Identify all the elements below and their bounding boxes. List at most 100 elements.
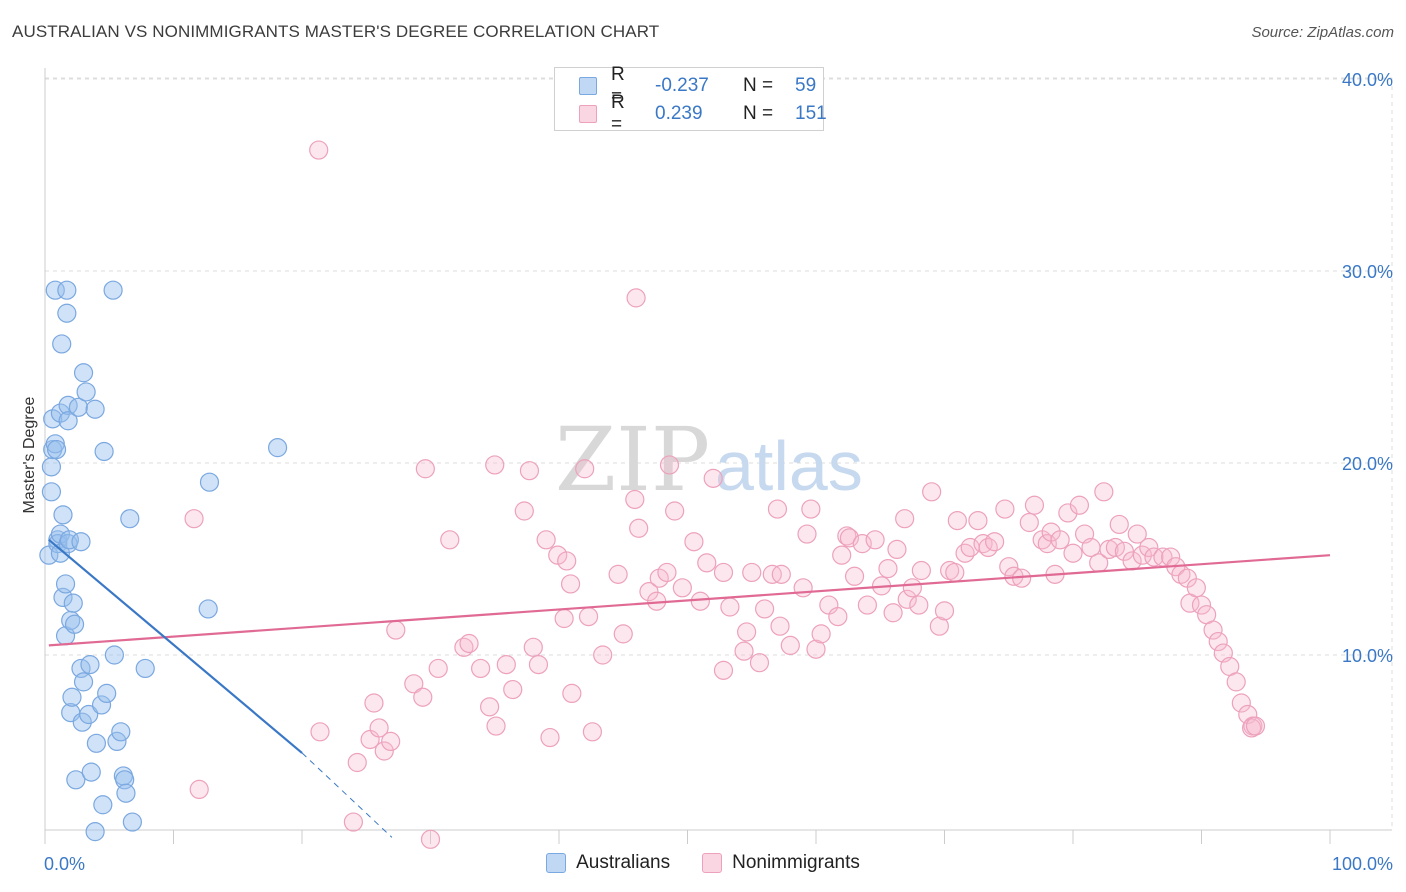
legend-swatch-nonimmigrants — [702, 853, 723, 873]
nonimmigrants-point — [404, 674, 424, 694]
australians-point — [53, 505, 73, 525]
australians-point — [57, 280, 77, 300]
legend-n-label: N = — [743, 75, 774, 96]
nonimmigrants-point — [1191, 595, 1212, 615]
nonimmigrants-point — [793, 578, 813, 598]
australians-point — [62, 687, 82, 707]
australians-point — [116, 783, 136, 803]
nonimmigrants-point — [189, 779, 209, 800]
nonimmigrants-point — [945, 562, 965, 583]
nonimmigrants-point — [895, 509, 915, 529]
nonimmigrants-point — [309, 140, 329, 160]
australians-point — [79, 704, 99, 725]
australians-point — [73, 672, 94, 692]
nonimmigrants-point — [665, 501, 685, 521]
x-tick-label-max: 100.0% — [1332, 854, 1393, 874]
australians-point — [76, 382, 96, 402]
nonimmigrants-point — [471, 658, 491, 679]
nonimmigrants-point — [902, 578, 922, 598]
legend-swatch-pink — [579, 105, 597, 123]
nonimmigrants-point — [828, 606, 848, 627]
australians-point — [81, 762, 101, 782]
australians-point — [52, 334, 72, 354]
nonimmigrants-point — [593, 645, 613, 665]
nonimmigrants-point — [413, 687, 433, 707]
nonimmigrants-point — [578, 606, 599, 627]
nonimmigrants-point — [386, 620, 406, 640]
nonimmigrants-point — [934, 601, 955, 621]
nonimmigrants-point — [626, 288, 646, 308]
australians-point — [45, 434, 65, 454]
australians-points — [39, 280, 288, 842]
nonimmigrants-point — [503, 679, 523, 700]
nonimmigrants-point — [1186, 578, 1206, 598]
australians-point — [85, 399, 105, 419]
australians-point — [104, 645, 124, 665]
australians-point — [68, 397, 89, 417]
tick-labels: 10.0% 20.0% 30.0% 40.0% 0.0% 100.0% — [44, 70, 1393, 874]
australians-point — [66, 770, 86, 790]
australians-point — [122, 812, 142, 832]
nonimmigrants-point — [1069, 495, 1090, 515]
nonimmigrants-point — [883, 603, 903, 623]
australians-point — [43, 409, 63, 429]
nonimmigrants-point — [374, 741, 394, 761]
australians-point — [107, 731, 127, 752]
nonimmigrants-point — [459, 633, 479, 654]
legend-row-nonimmigrants: R = 0.239 N = 151 — [579, 92, 827, 135]
legend-item-australians[interactable]: Australians — [546, 852, 670, 874]
axes — [44, 68, 1392, 844]
nonimmigrants-point — [770, 616, 790, 636]
nonimmigrants-point — [720, 597, 740, 617]
legend-n-label: N = — [743, 103, 774, 124]
australians-point — [103, 280, 123, 300]
australians-point — [135, 658, 155, 679]
nonimmigrants-point — [496, 654, 516, 675]
nonimmigrants-point — [364, 693, 384, 713]
australians-trend-extension — [301, 752, 393, 838]
nonimmigrants-point — [659, 455, 680, 475]
nonimmigrants-point — [852, 534, 872, 554]
nonimmigrants-point — [806, 639, 826, 659]
nonimmigrants-point — [713, 562, 734, 583]
nonimmigrants-point — [797, 524, 817, 544]
nonimmigrants-point — [672, 578, 692, 598]
legend-row-australians: R = -0.237 N = 59 — [579, 64, 816, 107]
nonimmigrants-point — [1114, 541, 1135, 561]
australians-point — [45, 280, 65, 300]
legend-swatch-blue — [579, 77, 597, 95]
legend-item-nonimmigrants[interactable]: Nonimmigrants — [702, 852, 860, 874]
nonimmigrants-point — [749, 653, 770, 673]
nonimmigrants-point — [608, 564, 628, 584]
nonimmigrants-point — [1019, 512, 1039, 533]
chart-title: AUSTRALIAN VS NONIMMIGRANTS MASTER'S DEG… — [12, 22, 660, 41]
y-axis-label: Master's Degree — [21, 396, 38, 514]
nonimmigrants-point — [955, 543, 975, 563]
nonimmigrants-points — [184, 140, 1266, 849]
nonimmigrants-point — [613, 624, 633, 644]
nonimmigrants-point — [369, 718, 389, 738]
nonimmigrants-point — [684, 532, 704, 552]
legend-r-label: R = — [611, 64, 625, 107]
trend-lines — [48, 538, 1331, 838]
australians-point — [267, 438, 288, 458]
watermark-zip: ZIP — [555, 408, 710, 511]
australians-point — [71, 532, 91, 552]
nonimmigrants-point — [857, 595, 878, 615]
australians-point — [91, 695, 112, 715]
nonimmigrants-point — [480, 697, 500, 717]
nonimmigrants-point — [1063, 543, 1083, 563]
nonimmigrants-point — [582, 722, 603, 742]
nonimmigrants-point — [343, 812, 363, 832]
nonimmigrants-point — [844, 566, 865, 586]
nonimmigrants-point — [454, 637, 474, 657]
nonimmigrants-point — [995, 499, 1015, 519]
nonimmigrants-point — [420, 829, 441, 849]
australians-point — [73, 363, 94, 383]
nonimmigrants-point — [801, 499, 821, 519]
nonimmigrants-point — [929, 616, 949, 636]
nonimmigrants-point — [734, 641, 754, 661]
nonimmigrants-point — [968, 510, 988, 531]
nonimmigrants-point — [771, 564, 791, 584]
